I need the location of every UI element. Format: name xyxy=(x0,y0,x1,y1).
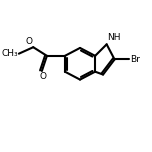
Text: O: O xyxy=(39,72,46,81)
Text: O: O xyxy=(26,37,33,46)
Text: Br: Br xyxy=(130,55,140,64)
Text: NH: NH xyxy=(107,33,121,42)
Text: CH₃: CH₃ xyxy=(2,49,18,58)
